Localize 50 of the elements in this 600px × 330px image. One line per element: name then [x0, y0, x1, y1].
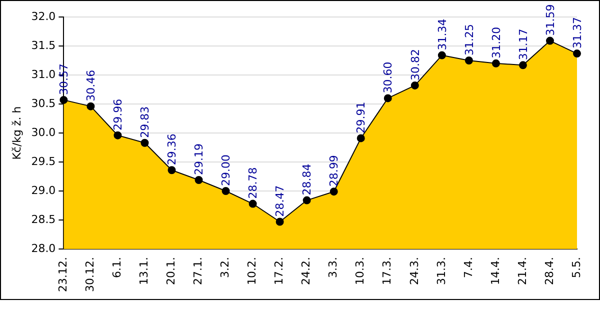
text: 28.99	[328, 155, 341, 187]
x-tick-label: 31.3.	[434, 257, 448, 286]
x-tick-label: 13.1.	[138, 257, 151, 286]
y-tick-label: 28.0	[31, 242, 56, 255]
x-tick-label: 3.2.	[218, 257, 232, 278]
text: 31.59	[544, 4, 557, 36]
text: 29.19	[192, 143, 206, 175]
x-tick-label: 24.2.	[300, 257, 313, 286]
x-tick-label: 17.2.	[272, 257, 286, 286]
x-tick-label: 30.12.	[84, 257, 97, 292]
text: 31.20	[490, 26, 503, 58]
y-tick-label: 29.0	[31, 184, 56, 197]
text: 31.34	[436, 18, 449, 50]
x-tick-label: 24.3.	[408, 257, 421, 286]
text: 29.83	[138, 106, 152, 138]
x-tick-label: 10.3.	[354, 257, 367, 286]
text: 31.37	[570, 17, 584, 49]
x-tick-label: 14.4.	[488, 257, 502, 286]
text: 30.57	[58, 63, 71, 95]
x-tick-label: 5.5.	[570, 257, 583, 278]
x-tick-label: 20.1.	[164, 257, 178, 286]
y-tick-label: 31.5	[31, 38, 56, 52]
text: 29.91	[354, 102, 368, 134]
x-tick-label: 17.3.	[380, 257, 394, 286]
y-axis-title: Kč/kg ž. h	[10, 106, 24, 160]
y-tick-label: 32.0	[31, 10, 56, 23]
y-tick-label: 30.5	[31, 96, 56, 110]
text: 29.96	[112, 98, 125, 130]
text: 30.82	[408, 48, 422, 80]
x-tick-label: 10.2.	[246, 257, 259, 286]
x-tick-label: 6.1.	[110, 257, 124, 278]
text: 30.46	[84, 70, 98, 102]
text: 30.60	[382, 62, 395, 94]
text: 31.25	[462, 24, 476, 56]
text: 29.36	[166, 134, 179, 166]
x-tick-label: 21.4.	[516, 257, 529, 286]
y-tick-label: 31.0	[31, 68, 56, 81]
x-tick-label: 23.12.	[56, 257, 70, 292]
x-tick-label: 3.3.	[326, 257, 340, 278]
x-tick-label: 28.4.	[542, 257, 556, 286]
text: 28.47	[274, 185, 287, 217]
x-tick-label: 7.4.	[462, 257, 475, 278]
y-tick-label: 28.5	[31, 212, 56, 226]
text: 31.17	[516, 28, 530, 60]
text: 29.00	[220, 154, 233, 186]
text: 28.78	[246, 167, 260, 199]
text: 28.84	[300, 164, 314, 196]
y-tick-label: 30.0	[31, 126, 56, 139]
y-tick-label: 29.5	[31, 154, 56, 168]
x-tick-label: 27.1.	[192, 257, 205, 286]
